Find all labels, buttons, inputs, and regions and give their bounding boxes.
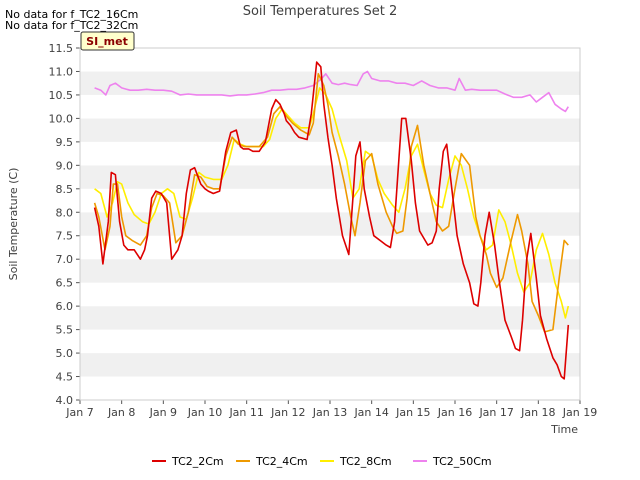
x-tick-label: Jan 16 bbox=[437, 406, 472, 419]
x-tick-label: Jan 11 bbox=[228, 406, 263, 419]
legend-label: TC2_8Cm bbox=[339, 455, 392, 468]
legend-label: TC2_2Cm bbox=[171, 455, 224, 468]
series-lines bbox=[93, 61, 570, 380]
site-badge: SI_met bbox=[80, 31, 135, 51]
y-tick-label: 8.5 bbox=[56, 183, 74, 196]
x-tick-label: Jan 19 bbox=[562, 406, 597, 419]
y-tick-label: 9.0 bbox=[56, 159, 74, 172]
y-tick-label: 10.0 bbox=[49, 112, 74, 125]
x-tick-label: Jan 13 bbox=[312, 406, 347, 419]
series-line-tc2-50cm bbox=[94, 70, 569, 113]
x-tick-label: Jan 17 bbox=[478, 406, 513, 419]
grid-bands bbox=[80, 48, 580, 400]
legend-label: TC2_50Cm bbox=[432, 455, 492, 468]
grid-band bbox=[80, 376, 580, 400]
x-tick-label: Jan 18 bbox=[520, 406, 555, 419]
grid-band bbox=[80, 353, 580, 377]
y-tick-label: 4.0 bbox=[56, 394, 74, 407]
grid-band bbox=[80, 235, 580, 260]
no-data-notice-32cm: No data for f_TC2_32Cm bbox=[5, 19, 139, 32]
grid-band bbox=[80, 259, 580, 283]
series-line-tc2-2cm bbox=[93, 61, 570, 380]
grid-band bbox=[80, 71, 580, 95]
legend: TC2_2Cm TC2_4Cm TC2_8Cm TC2_50Cm bbox=[152, 455, 492, 468]
grid-band bbox=[80, 165, 580, 189]
y-tick-label: 11.0 bbox=[49, 65, 74, 78]
grid-band bbox=[80, 282, 580, 307]
y-tick-label: 8.0 bbox=[56, 206, 74, 219]
legend-label: TC2_4Cm bbox=[255, 455, 308, 468]
y-tick-label: 7.0 bbox=[56, 253, 74, 266]
grid-band bbox=[80, 48, 580, 72]
series-line-tc2-4cm bbox=[93, 73, 569, 333]
y-tick-label: 7.5 bbox=[56, 230, 74, 243]
x-axis-ticks: Jan 7 Jan 8 Jan 9 Jan 10 Jan 11 Jan 12 Jan 13 J… bbox=[65, 400, 597, 419]
grid-band bbox=[80, 306, 580, 330]
grid-band bbox=[80, 118, 580, 142]
y-tick-label: 5.5 bbox=[56, 324, 74, 337]
y-axis-label: Soil Temperature (C) bbox=[7, 168, 20, 281]
x-tick-label: Jan 9 bbox=[149, 406, 177, 419]
no-data-notice-16cm: No data for f_TC2_16Cm bbox=[5, 8, 139, 21]
x-tick-label: Jan 15 bbox=[395, 406, 430, 419]
y-axis-ticks: 4.0 4.5 5.0 5.5 6.0 6.5 7.0 7.5 8.0 8.5 9.0 9.5 10.0… bbox=[49, 42, 80, 407]
y-tick-label: 5.0 bbox=[56, 347, 74, 360]
x-tick-label: Jan 7 bbox=[65, 406, 93, 419]
x-axis-label: Time bbox=[550, 423, 578, 436]
x-tick-label: Jan 10 bbox=[187, 406, 222, 419]
x-tick-label: Jan 12 bbox=[270, 406, 305, 419]
grid-band bbox=[80, 329, 580, 354]
series-line-tc2-8cm bbox=[94, 87, 570, 319]
y-tick-label: 6.5 bbox=[56, 277, 74, 290]
plot-border bbox=[79, 47, 581, 401]
y-tick-label: 6.0 bbox=[56, 300, 74, 313]
y-tick-label: 11.5 bbox=[49, 42, 74, 55]
grid-band bbox=[80, 188, 580, 213]
site-badge-label: SI_met bbox=[86, 35, 128, 48]
chart-title: Soil Temperatures Set 2 bbox=[243, 4, 398, 19]
y-tick-label: 10.5 bbox=[49, 89, 74, 102]
grid-band bbox=[80, 94, 580, 119]
x-tick-label: Jan 14 bbox=[353, 406, 388, 419]
y-tick-label: 9.5 bbox=[56, 136, 74, 149]
x-tick-label: Jan 8 bbox=[107, 406, 135, 419]
y-tick-label: 4.5 bbox=[56, 371, 74, 384]
